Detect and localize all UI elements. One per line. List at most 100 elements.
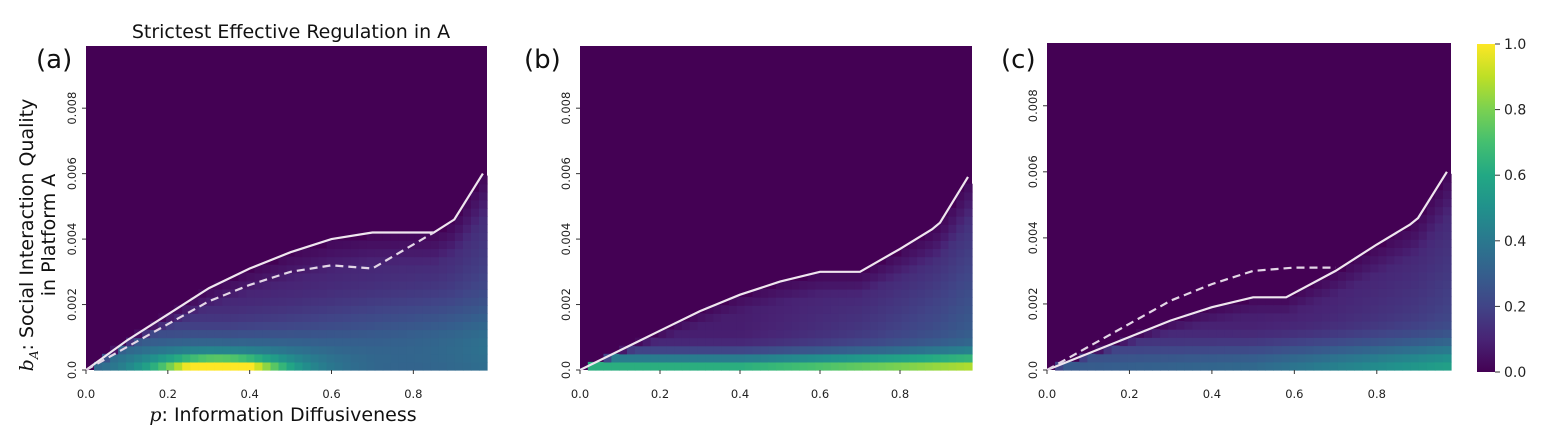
heatmap-cell: [1063, 361, 1072, 371]
heatmap-cell: [446, 297, 456, 306]
heatmap-cell: [760, 353, 769, 363]
heatmap-cell: [414, 313, 424, 322]
heatmap-cell: [744, 361, 753, 371]
colorbar-tick-label: 0.2: [1504, 299, 1526, 315]
heatmap-cell: [1386, 320, 1396, 330]
heatmap-cell: [446, 248, 456, 258]
heatmap-cell: [1281, 296, 1290, 306]
heatmap-cell: [1434, 337, 1444, 347]
heatmap-cell: [932, 256, 942, 266]
heatmap-cell: [254, 345, 263, 355]
heatmap-cell: [823, 289, 832, 298]
heatmap-cell: [422, 361, 432, 371]
heatmap-cell: [658, 329, 667, 339]
heatmap-cell: [1232, 345, 1242, 355]
heatmap-cell: [1394, 296, 1404, 306]
heatmap-cell: [1378, 353, 1387, 363]
heatmap-cell: [634, 345, 644, 355]
heatmap-cell: [1249, 296, 1258, 306]
heatmap-cell: [398, 280, 408, 290]
heatmap-cell: [870, 272, 879, 282]
heatmap-cell: [422, 272, 432, 282]
heatmap-cell: [1095, 353, 1105, 363]
heatmap-cell: [318, 264, 328, 274]
heatmap-cell: [666, 337, 675, 347]
heatmap-cell: [262, 289, 271, 298]
panel-label: (a): [36, 45, 72, 75]
heatmap-cell: [1386, 263, 1396, 273]
heatmap-cell: [190, 337, 199, 347]
heatmap-cell: [901, 361, 910, 371]
heatmap-cell: [1184, 361, 1194, 371]
heatmap-cell: [1402, 320, 1412, 330]
heatmap-cell: [948, 264, 957, 274]
heatmap-cell: [1386, 361, 1396, 371]
heatmap-cell: [909, 329, 918, 339]
heatmap-cell: [479, 272, 488, 282]
heatmap-cell: [318, 305, 328, 314]
heatmap-cell: [1265, 361, 1274, 371]
heatmap-cell: [1184, 312, 1194, 322]
heatmap-cell: [334, 240, 344, 250]
heatmap-cell: [286, 353, 296, 363]
heatmap-cell: [462, 297, 472, 306]
heatmap-cell: [736, 345, 746, 355]
heatmap-cell: [956, 224, 965, 233]
heatmap-cell: [310, 289, 320, 298]
heatmap-cell: [846, 297, 855, 306]
heatmap-cell: [1418, 288, 1428, 298]
heatmap-cell: [454, 232, 464, 241]
heatmap-cell: [326, 345, 336, 355]
heatmap-cell: [909, 321, 918, 331]
heatmap-cell: [885, 329, 895, 339]
heatmap-cell: [1346, 312, 1355, 322]
heatmap-cell: [611, 353, 620, 363]
heatmap-cell: [222, 297, 231, 306]
heatmap-cell: [302, 361, 312, 371]
heatmap-cell: [294, 272, 304, 282]
heatmap-cell: [238, 305, 247, 314]
heatmap-cell: [721, 345, 730, 355]
heatmap-cell: [190, 313, 199, 322]
heatmap-cell: [689, 321, 699, 331]
heatmap-cell: [438, 248, 448, 258]
heatmap-cell: [1127, 353, 1137, 363]
heatmap-cell: [1281, 337, 1290, 347]
heatmap-cell: [925, 289, 934, 298]
heatmap-cell: [471, 289, 480, 298]
heatmap-cell: [1337, 271, 1347, 281]
heatmap-cell: [438, 280, 448, 290]
heatmap-cell: [390, 248, 400, 258]
heatmap-cell: [1337, 353, 1347, 363]
heatmap-cell: [278, 361, 288, 371]
heatmap-cell: [438, 345, 448, 355]
heatmap-cell: [246, 305, 255, 314]
heatmap-cell: [1249, 329, 1258, 338]
heatmap-cell: [390, 264, 400, 274]
heatmap-cell: [222, 329, 231, 339]
heatmap-cell: [1257, 304, 1266, 314]
heatmap-cell: [1321, 361, 1331, 371]
heatmap-cell: [430, 297, 440, 306]
heatmap-cell: [294, 297, 304, 306]
heatmap-cell: [398, 297, 408, 306]
heatmap-cell: [1370, 361, 1379, 371]
heatmap-cell: [877, 289, 887, 298]
heatmap-cell: [823, 321, 832, 331]
heatmap-cell: [901, 305, 910, 314]
heatmap-cell: [1249, 320, 1258, 330]
heatmap-cell: [815, 272, 824, 282]
heatmap-cell: [422, 337, 432, 347]
heatmap-cell: [1265, 320, 1274, 330]
heatmap-cell: [893, 305, 902, 314]
heatmap-cell: [932, 305, 942, 314]
heatmap-cell: [462, 353, 472, 363]
heatmap-cell: [358, 329, 368, 339]
heatmap-cell: [454, 353, 464, 363]
heatmap-cell: [815, 313, 824, 322]
heatmap-cell: [294, 345, 304, 355]
heatmap-cell: [1168, 345, 1177, 355]
heatmap-cell: [1224, 361, 1234, 371]
heatmap-cell: [374, 256, 384, 266]
heatmap-cell: [1402, 271, 1412, 281]
